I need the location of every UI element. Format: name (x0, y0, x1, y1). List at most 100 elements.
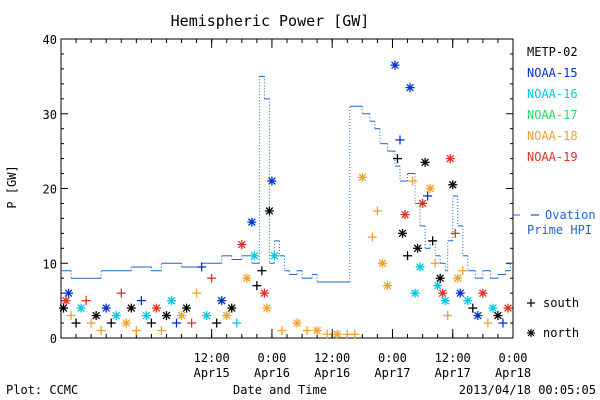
legend: METP-02 NOAA-15 NOAA-16 NOAA-17 NOAA-18 NOAA-… (513, 45, 596, 340)
marker-stroke (418, 199, 427, 208)
x-tick-time-label: 0:00 (378, 351, 407, 365)
marker-stroke (313, 326, 321, 335)
marker-stroke (436, 274, 445, 283)
north-star-marker (440, 296, 450, 306)
x-tick-date-label: Apr16 (254, 366, 290, 380)
north-star-marker (222, 311, 232, 321)
marker-stroke (421, 158, 429, 167)
marker-stroke (248, 218, 256, 226)
south-plus-marker (372, 206, 382, 216)
plot-timestamp: 2013/04/18 00:05:05 (459, 383, 596, 397)
north-star-marker (453, 273, 463, 283)
north-star-marker (76, 303, 86, 313)
north-star-marker (182, 303, 192, 313)
legend-marker-south-label: south (543, 296, 579, 310)
north-star-marker (438, 288, 448, 298)
north-star-marker (405, 83, 415, 93)
north-star-marker (488, 303, 498, 313)
south-plus-marker (136, 296, 146, 306)
north-star-marker (390, 60, 400, 70)
marker-stroke (456, 289, 465, 297)
marker-stroke (237, 240, 246, 249)
south-plus-marker (458, 266, 468, 276)
south-plus-marker (66, 311, 76, 321)
marker-stroke (222, 311, 231, 320)
south-plus-marker (322, 329, 332, 339)
y-tick-label: 0 (50, 332, 57, 346)
marker-stroke (398, 229, 407, 238)
y-axis-label: P [GW] (5, 165, 19, 208)
south-plus-marker (277, 326, 287, 336)
north-star-marker (425, 184, 435, 193)
legend-marker-south-symbol (527, 299, 535, 307)
south-plus-marker (430, 258, 440, 268)
marker-stroke (177, 311, 186, 320)
marker-stroke (383, 281, 392, 290)
marker-stroke (489, 304, 497, 312)
south-plus-marker (443, 311, 453, 321)
marker-stroke (242, 274, 251, 283)
north-star-marker (292, 318, 302, 328)
marker-stroke (162, 311, 171, 320)
marker-stroke (263, 304, 271, 312)
marker-stroke (227, 304, 236, 312)
north-star-marker (398, 228, 408, 238)
north-star-marker (227, 303, 237, 313)
marker-stroke (406, 83, 414, 92)
marker-stroke (217, 296, 226, 305)
north-star-marker (377, 258, 387, 268)
marker-stroke (270, 251, 279, 260)
north-star-marker (332, 329, 342, 339)
north-star-marker (312, 326, 322, 336)
x-tick-date-label: Apr17 (435, 366, 471, 380)
north-star-marker (435, 273, 445, 283)
south-plus-marker (450, 228, 460, 238)
south-plus-marker (96, 326, 106, 336)
plot-credit: Plot: CCMC (6, 383, 78, 397)
marker-stroke (358, 173, 367, 182)
north-star-marker (247, 217, 257, 227)
south-plus-marker (468, 303, 478, 313)
north-star-marker (420, 157, 430, 167)
marker-stroke (293, 319, 301, 327)
south-plus-marker (187, 318, 197, 328)
marker-stroke (112, 311, 121, 320)
north-star-marker (448, 180, 458, 190)
marker-stroke (479, 289, 487, 297)
marker-stroke (391, 61, 399, 69)
south-plus-marker (81, 296, 91, 306)
marker-stroke (59, 304, 68, 312)
legend-noaa-19-label: NOAA-19 (527, 150, 578, 164)
north-star-marker (418, 198, 428, 208)
marker-stroke (378, 259, 387, 268)
south-plus-marker (423, 191, 433, 201)
marker-stroke (202, 311, 211, 320)
marker-stroke (441, 296, 450, 305)
north-star-marker (151, 303, 161, 313)
north-star-marker (262, 303, 272, 313)
x-tick-date-label: Apr16 (314, 366, 350, 380)
marker-stroke (448, 180, 457, 189)
south-plus-marker (302, 326, 312, 336)
y-tick-label: 10 (43, 257, 57, 271)
legend-noaa-18-label: NOAA-18 (527, 129, 578, 143)
marker-stroke (474, 311, 482, 320)
marker-stroke (527, 329, 535, 337)
north-star-marker (357, 172, 367, 182)
x-tick-time-label: 0:00 (499, 351, 528, 365)
south-plus-marker (106, 318, 116, 328)
north-star-marker (264, 206, 274, 216)
marker-stroke (463, 296, 472, 305)
north-star-marker (126, 303, 136, 313)
marker-stroke (92, 311, 100, 320)
north-star-marker (59, 303, 69, 313)
x-tick-time-label: 12:00 (194, 351, 230, 365)
south-plus-marker (498, 318, 508, 328)
marker-stroke (333, 330, 342, 339)
marker-stroke (494, 311, 502, 320)
north-star-marker (217, 296, 227, 306)
legend-metp-02-label: METP-02 (527, 45, 578, 59)
north-star-marker (269, 251, 279, 261)
marker-stroke (413, 244, 422, 253)
north-star-marker (445, 154, 455, 164)
